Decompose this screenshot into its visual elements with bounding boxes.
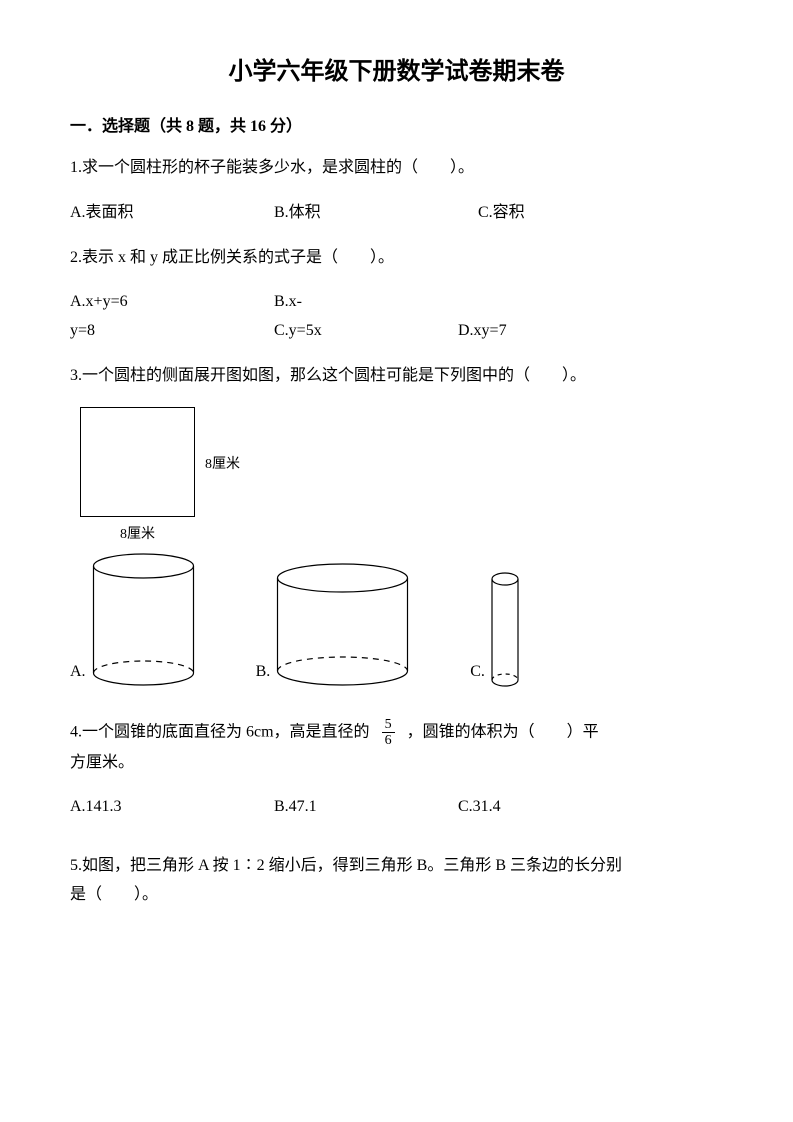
cylinder-b-icon xyxy=(275,562,410,687)
q4-text-after: ，圆锥的体积为（ ）平 xyxy=(407,723,599,740)
question-5: 5.如图，把三角形 A 按 1∶2 缩小后，得到三角形 B。三角形 B 三条边的… xyxy=(70,852,723,910)
q2-option-b-part2: y=8 xyxy=(70,317,270,346)
q1-option-c: C.容积 xyxy=(478,199,525,228)
q4-option-a: A.141.3 xyxy=(70,793,270,822)
question-3: 3.一个圆柱的侧面展开图如图，那么这个圆柱可能是下列图中的（ ）。 xyxy=(70,362,723,391)
section-header: 一．选择题（共 8 题，共 16 分） xyxy=(70,113,723,142)
cylinder-b-item: B. xyxy=(256,562,411,687)
q2-option-c: C.y=5x xyxy=(274,317,454,346)
q3-diagram: 8厘米 8厘米 A. B. xyxy=(70,407,723,687)
fraction-denominator: 6 xyxy=(382,733,395,748)
square-label-bottom: 8厘米 xyxy=(120,522,155,547)
cylinder-a-icon xyxy=(91,552,196,687)
cylinder-c-icon xyxy=(490,572,520,687)
q3-option-a: A. xyxy=(70,658,86,687)
q4-options: A.141.3 B.47.1 C.31.4 xyxy=(70,793,723,822)
cylinders-row: A. B. C. xyxy=(70,552,723,687)
q5-line2: 是（ ）。 xyxy=(70,881,723,910)
q4-text-before: 4.一个圆锥的底面直径为 6cm，高是直径的 xyxy=(70,723,370,740)
cylinder-a-item: A. xyxy=(70,552,196,687)
q2-options: A.x+y=6 B.x- y=8 C.y=5x D.xy=7 xyxy=(70,288,723,346)
cylinder-c-item: C. xyxy=(470,572,520,687)
square-shape xyxy=(80,407,195,517)
q4-text-line2: 方厘米。 xyxy=(70,749,723,778)
q1-option-a: A.表面积 xyxy=(70,199,270,228)
square-label-right: 8厘米 xyxy=(205,452,240,477)
square-diagram: 8厘米 8厘米 xyxy=(80,407,723,517)
q2-option-d: D.xy=7 xyxy=(458,322,507,339)
q1-option-b: B.体积 xyxy=(274,199,474,228)
fraction-numerator: 5 xyxy=(382,717,395,733)
q2-option-b-part1: B.x- xyxy=(274,293,302,310)
q5-line1: 5.如图，把三角形 A 按 1∶2 缩小后，得到三角形 B。三角形 B 三条边的… xyxy=(70,852,723,881)
page-title: 小学六年级下册数学试卷期末卷 xyxy=(70,50,723,93)
fraction-5-6: 5 6 xyxy=(382,717,395,749)
question-1: 1.求一个圆柱形的杯子能装多少水，是求圆柱的（ ）。 xyxy=(70,154,723,183)
q4-option-c: C.31.4 xyxy=(458,793,501,822)
q4-option-b: B.47.1 xyxy=(274,793,454,822)
question-2: 2.表示 x 和 y 成正比例关系的式子是（ ）。 xyxy=(70,244,723,273)
q2-option-a: A.x+y=6 xyxy=(70,288,270,317)
question-4: 4.一个圆锥的底面直径为 6cm，高是直径的 5 6 ，圆锥的体积为（ ）平 方… xyxy=(70,717,723,778)
q3-option-c: C. xyxy=(470,658,485,687)
q3-option-b: B. xyxy=(256,658,271,687)
q1-options: A.表面积 B.体积 C.容积 xyxy=(70,199,723,228)
